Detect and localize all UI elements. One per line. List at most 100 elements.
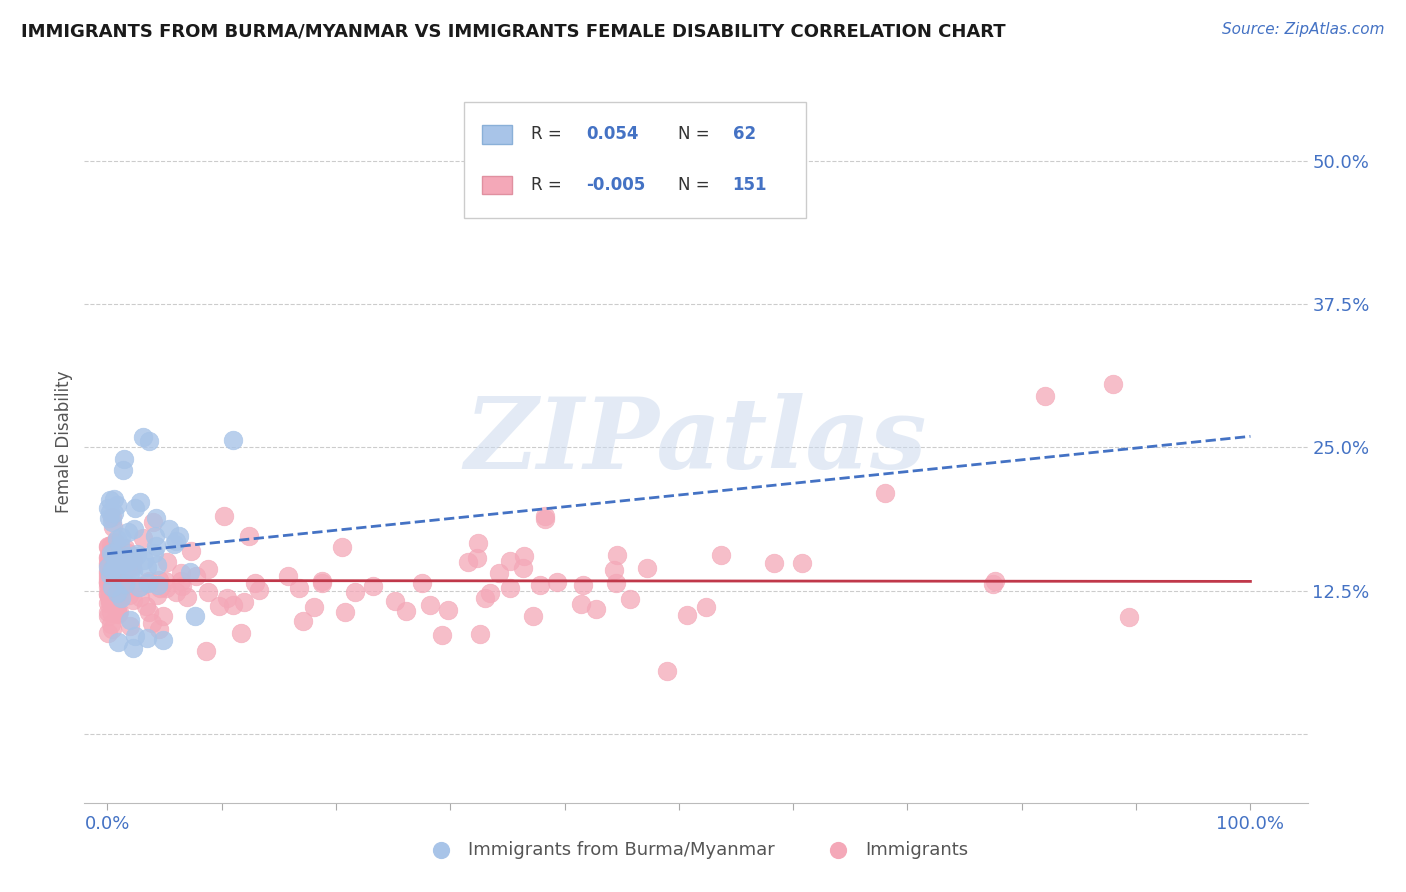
Point [121,559,143,574]
Point [136,575,159,590]
Point [100,538,122,552]
Point [112,463,135,477]
Point [97,574,120,589]
Point [105,602,128,616]
Point [184,608,207,623]
Point [105,600,128,615]
Point [122,641,145,656]
Point [155,581,177,595]
Point [572,578,595,592]
Point [1118,610,1140,624]
Point [304,599,326,614]
Point [110,580,132,594]
Point [98,555,121,569]
Point [585,601,607,615]
Point [311,574,333,589]
Point [117,549,139,563]
Point [146,558,169,572]
Point [163,537,186,551]
Point [499,554,522,568]
Point [571,597,593,611]
Point [1102,377,1125,392]
Text: IMMIGRANTS FROM BURMA/MYANMAR VS IMMIGRANTS FEMALE DISABILITY CORRELATION CHART: IMMIGRANTS FROM BURMA/MYANMAR VS IMMIGRA… [21,22,1005,40]
Point [114,577,136,591]
Point [97,566,120,581]
Point [169,566,191,580]
Point [118,619,141,633]
Point [132,430,155,444]
Point [132,553,155,567]
Point [101,541,124,555]
Point [124,522,146,536]
Point [98,593,121,607]
Point [245,575,267,590]
Text: Source: ZipAtlas.com: Source: ZipAtlas.com [1222,22,1385,37]
Point [107,572,129,586]
Point [105,606,128,620]
Point [155,574,177,589]
Point [117,554,139,568]
Point [430,628,453,642]
Point [606,548,628,562]
Point [605,575,627,590]
Point [97,558,120,572]
Point [105,586,128,600]
Point [97,511,120,525]
Point [197,585,219,599]
Point [103,573,125,587]
Point [107,576,129,591]
Point [97,501,120,516]
Point [120,578,142,592]
Point [121,553,143,567]
Point [97,539,120,553]
Point [529,577,551,591]
Point [124,501,146,516]
Point [97,587,120,601]
Point [222,433,245,447]
Point [436,603,458,617]
Text: 62: 62 [733,126,756,144]
Point [97,564,120,578]
Point [145,511,167,525]
Point [657,664,679,678]
Point [141,615,163,630]
Y-axis label: Female Disability: Female Disability [55,370,73,513]
Point [499,581,522,595]
Text: 0.054: 0.054 [586,126,638,144]
Point [170,574,193,588]
Point [97,580,120,594]
Point [363,579,385,593]
Text: 151: 151 [733,176,768,194]
Point [165,533,187,548]
Point [104,578,127,592]
Text: -0.005: -0.005 [586,176,645,194]
Point [97,550,120,565]
Point [135,599,157,613]
Point [118,613,141,627]
Point [127,547,149,561]
Point [197,562,219,576]
Point [114,541,136,555]
Point [138,574,160,588]
Point [222,598,245,612]
Point [344,585,367,599]
Point [311,575,333,590]
Point [110,530,132,544]
Point [603,563,626,577]
Point [104,559,127,574]
Point [101,520,124,534]
Point [152,633,174,648]
Point [108,606,131,620]
Point [513,549,536,564]
Point [546,575,568,590]
Point [288,581,311,595]
Point [98,595,121,609]
Point [101,547,124,561]
Point [138,434,160,448]
Point [103,491,125,506]
Text: ZIPatlas: ZIPatlas [465,393,927,490]
Point [97,605,120,619]
Point [97,596,120,610]
Point [792,556,814,570]
Point [128,580,150,594]
